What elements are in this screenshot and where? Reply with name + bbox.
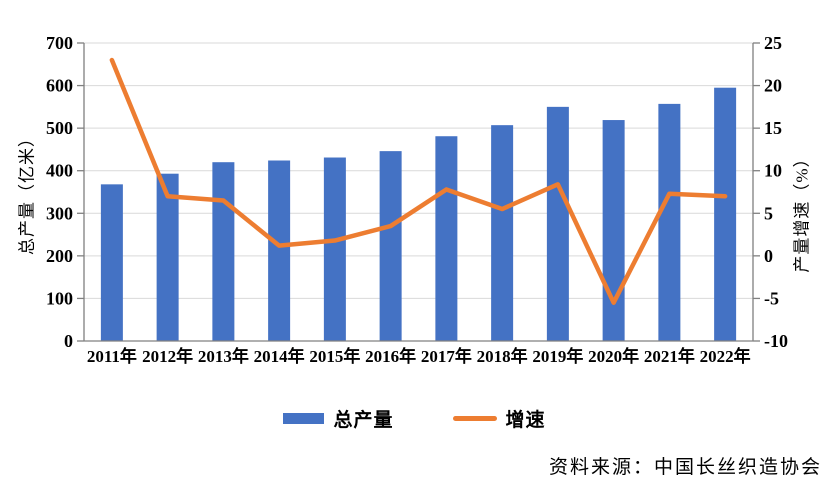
bar — [268, 160, 291, 341]
growth-line — [109, 57, 728, 305]
bar-series-swatch-icon — [283, 413, 325, 424]
legend-item-total-output: 总产量 — [283, 405, 393, 432]
x-axis-label: 2022年 — [700, 346, 751, 366]
left-tick-label: 500 — [46, 118, 73, 138]
right-tick-label: -5 — [764, 288, 779, 308]
left-tick-label: 200 — [46, 246, 73, 266]
bar — [156, 173, 179, 341]
bar — [100, 184, 123, 341]
bar — [658, 103, 681, 342]
legend: 总产量 增速 — [0, 405, 829, 432]
x-axis-label: 2016年 — [365, 346, 416, 366]
bar — [714, 87, 737, 341]
legend-label-total-output: 总产量 — [333, 410, 394, 431]
x-axis-label: 2013年 — [198, 346, 249, 366]
bar — [323, 157, 346, 341]
left-tick-label: 700 — [46, 33, 73, 53]
bar — [491, 125, 514, 341]
x-axis-label: 2014年 — [254, 346, 305, 366]
bar — [212, 162, 235, 341]
plot-area: 0 100 200 300 400 500 600 700 -10 -5 0 5 10 15 20 25 201… — [46, 33, 788, 366]
x-axis-label: 2018年 — [477, 346, 528, 366]
source-note: 资料来源：中国长丝织造协会 — [548, 457, 822, 478]
legend-item-growth: 增速 — [452, 405, 546, 432]
right-tick-label: -10 — [764, 331, 788, 351]
bar — [435, 136, 458, 341]
line-series-swatch-icon — [452, 416, 497, 421]
right-axis-title: 产量增速（%） — [792, 149, 812, 273]
x-axis-label: 2019年 — [532, 346, 583, 366]
legend-label-growth: 增速 — [505, 410, 546, 431]
left-tick-label: 300 — [46, 203, 73, 223]
x-axis-label: 2021年 — [644, 346, 695, 366]
left-tick-label: 0 — [64, 331, 73, 351]
left-tick-label: 100 — [46, 288, 73, 308]
right-tick-label: 10 — [764, 161, 782, 181]
left-tick-label: 600 — [46, 76, 73, 96]
right-tick-label: 25 — [764, 33, 782, 53]
x-axis-label: 2020年 — [588, 346, 639, 366]
bar — [379, 151, 402, 341]
right-tick-label: 0 — [764, 246, 773, 266]
right-tick-label: 20 — [764, 76, 782, 96]
x-axis-label: 2015年 — [309, 346, 360, 366]
x-axis-label: 2011年 — [87, 346, 137, 366]
left-tick-label: 400 — [46, 161, 73, 181]
right-tick-label: 15 — [764, 118, 782, 138]
bar — [546, 106, 569, 341]
bar — [602, 120, 625, 341]
x-axis-label: 2017年 — [421, 346, 472, 366]
right-tick-label: 5 — [764, 203, 773, 223]
x-axis-label: 2012年 — [142, 346, 193, 366]
